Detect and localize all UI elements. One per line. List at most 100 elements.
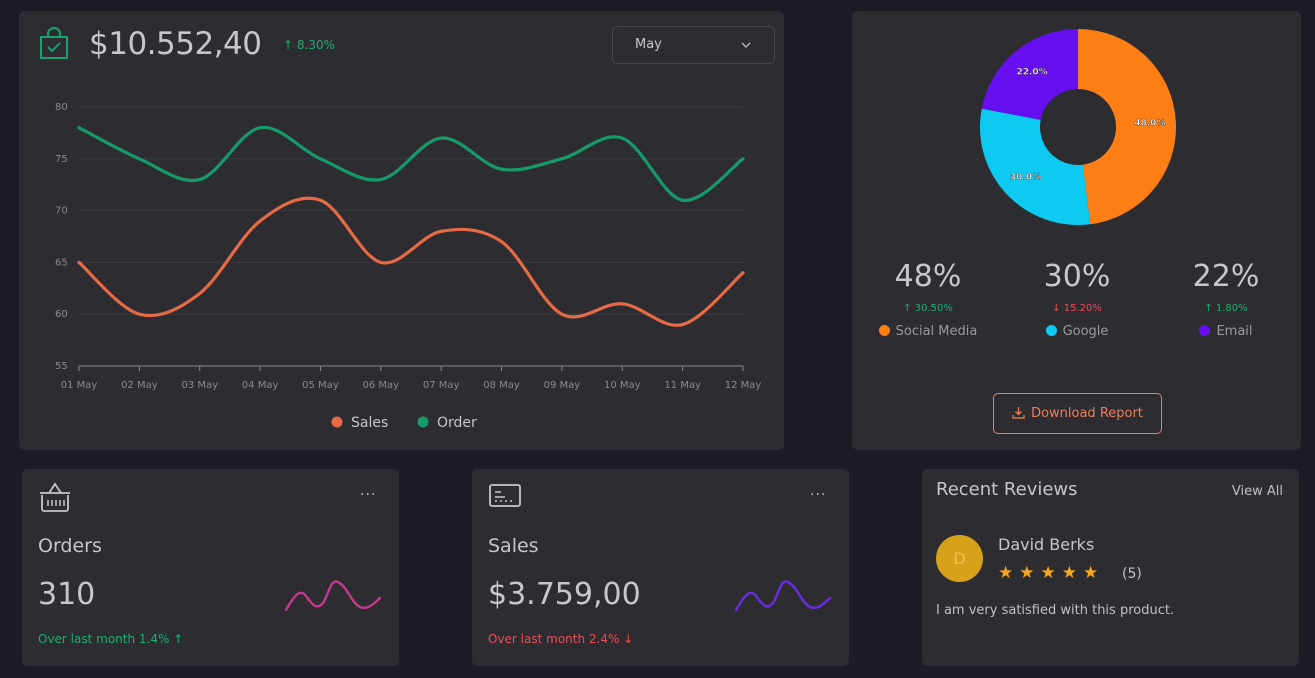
chevron-down-icon [741, 42, 751, 48]
slice-label: 22.0% [1016, 68, 1047, 78]
sales-overview-card: $10.552,40 ↑ 8.30% May 55 60 65 70 75 80 01 Ma… [19, 11, 784, 450]
legend-social-media: Social Media [858, 324, 998, 339]
data-point [77, 260, 81, 264]
legend-dot-sales [331, 416, 343, 428]
data-point [500, 167, 504, 171]
x-tick-label: 04 May [242, 380, 279, 391]
stat-change: ↓ 15.20% [1052, 303, 1102, 314]
more-options-icon[interactable]: ··· [810, 487, 827, 503]
total-revenue: $10.552,40 [89, 26, 262, 62]
x-tick-label: 02 May [121, 380, 158, 391]
rating-count: (5) [1122, 566, 1142, 582]
orders-note: Over last month 1.4% ↑ [38, 632, 184, 646]
data-point [560, 312, 564, 316]
stat-social-media: 48% ↑ 30.50% Social Media [858, 259, 998, 339]
x-tick-label: 03 May [181, 380, 218, 391]
data-point [500, 240, 504, 244]
data-point [560, 157, 564, 161]
basket-icon [40, 482, 70, 512]
orders-sparkline [284, 580, 382, 612]
stat-percent: 22% [1192, 259, 1260, 294]
data-point [318, 157, 322, 161]
data-point [439, 136, 443, 140]
legend-label: Social Media [895, 324, 978, 339]
sales-note: Over last month 2.4% ↓ [488, 632, 634, 646]
data-point [439, 229, 443, 233]
x-tick-label: 08 May [483, 380, 520, 391]
x-tick-label: 01 May [61, 380, 98, 391]
data-point [198, 178, 202, 182]
sales-title: Sales [488, 535, 539, 557]
x-tick-label: 09 May [544, 380, 581, 391]
stat-change: ↑ 30.50% [903, 303, 953, 314]
more-options-icon[interactable]: ··· [360, 487, 377, 503]
sales-card: ··· Sales $3.759,00 Over last month 2.4%… [472, 469, 849, 666]
slice-label: 30.0% [1010, 172, 1041, 182]
revenue-change: ↑ 8.30% [283, 38, 335, 52]
legend-label: Email [1216, 324, 1253, 339]
stat-percent: 48% [894, 259, 962, 294]
line-chart: 55 60 65 70 75 80 01 May 02 May 03 May 04 May 05 M… [55, 102, 762, 431]
y-tick-label: 75 [55, 154, 68, 165]
data-point [620, 136, 624, 140]
orders-title: Orders [38, 535, 102, 557]
x-tick-label: 06 May [363, 380, 400, 391]
legend-email: Email [1156, 324, 1296, 339]
data-point [620, 302, 624, 306]
data-point [137, 157, 141, 161]
reviewer-name: David Berks [998, 535, 1095, 554]
y-tick-label: 60 [55, 309, 68, 320]
x-tick-label: 05 May [302, 380, 339, 391]
data-point [137, 312, 141, 316]
credit-card-icon [489, 484, 521, 507]
data-point [77, 126, 81, 130]
data-point [741, 157, 745, 161]
series-line-sales [77, 196, 745, 327]
legend-label-order: Order [437, 415, 477, 431]
slice-google [980, 108, 1091, 225]
stat-email: 22% ↑ 1.80% Email [1156, 259, 1296, 339]
donut-chart: 48.0% 30.0% 22.0% [980, 29, 1176, 225]
orders-value: 310 [38, 577, 96, 612]
download-icon [1012, 407, 1025, 419]
data-point [379, 260, 383, 264]
sales-sparkline [734, 580, 832, 612]
sales-value: $3.759,00 [488, 577, 641, 612]
month-select[interactable]: May [612, 26, 775, 64]
legend-dot [878, 325, 890, 336]
slice-email [981, 29, 1078, 120]
data-point [198, 291, 202, 295]
y-tick-label: 55 [55, 361, 68, 372]
y-tick-label: 65 [55, 257, 68, 268]
data-point [741, 271, 745, 275]
avatar: D [936, 535, 983, 582]
star-rating: ★★★★★ [998, 563, 1105, 583]
download-report-button[interactable]: Download Report [993, 393, 1162, 434]
series-line-order [77, 125, 745, 202]
reviews-title: Recent Reviews [936, 479, 1078, 500]
data-point [258, 219, 262, 223]
data-point [318, 198, 322, 202]
stat-google: 30% ↓ 15.20% Google [1007, 259, 1147, 339]
shopping-bag-icon [40, 27, 68, 59]
stat-change: ↑ 1.80% [1204, 303, 1248, 314]
y-tick-label: 80 [55, 102, 68, 113]
orders-card: ··· Orders 310 Over last month 1.4% ↑ [22, 469, 399, 666]
stat-percent: 30% [1043, 259, 1111, 294]
y-tick-label: 70 [55, 206, 68, 217]
x-tick-label: 11 May [664, 380, 701, 391]
slice-label: 48.0% [1134, 118, 1165, 128]
traffic-source-card: 48.0% 30.0% 22.0% 48% ↑ 30.50% Social Medi… [852, 11, 1301, 450]
data-point [258, 126, 262, 130]
legend-google: Google [1007, 324, 1147, 339]
x-tick-label: 07 May [423, 380, 460, 391]
data-point [681, 198, 685, 202]
legend-dot [1045, 325, 1057, 336]
data-point [379, 178, 383, 182]
legend-label: Google [1062, 324, 1109, 339]
slice-social-media [1078, 29, 1176, 225]
review-text: I am very satisfied with this product. [936, 603, 1175, 618]
x-tick-label: 12 May [725, 380, 762, 391]
legend-label-sales: Sales [351, 415, 388, 431]
view-all-link[interactable]: View All [1231, 484, 1283, 499]
